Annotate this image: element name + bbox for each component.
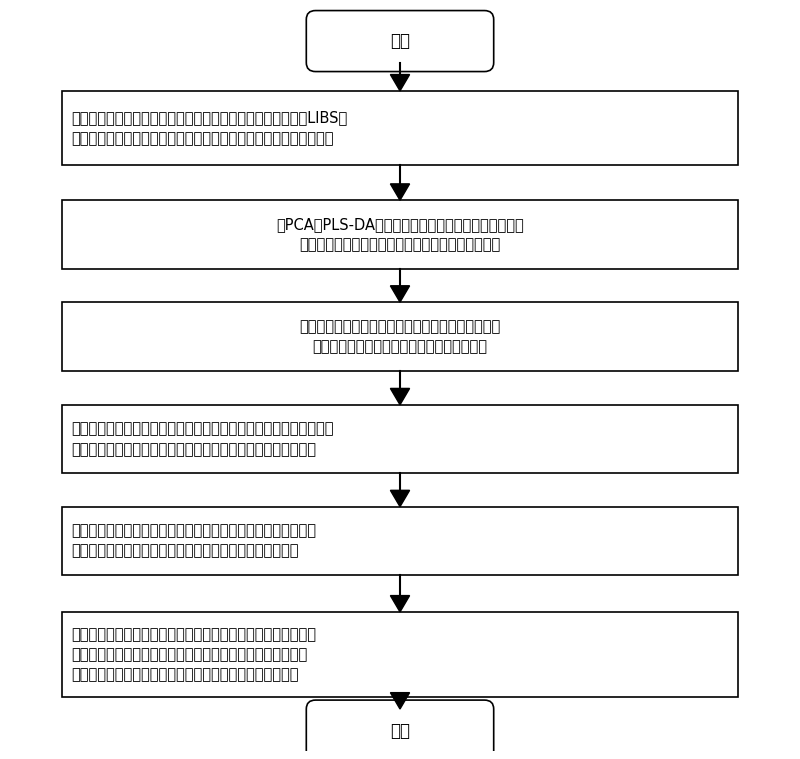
FancyBboxPatch shape [306, 700, 494, 759]
FancyBboxPatch shape [62, 200, 738, 269]
Polygon shape [390, 74, 410, 91]
FancyBboxPatch shape [62, 405, 738, 473]
Text: 根据待测样品在主成分得分图上的位置判断待测样品所属类别，
将待测样品的特征谱线强度数据输入到所属类别的已训练好的
最优的神经网络模型中，即求得待测样品中各元素的: 根据待测样品在主成分得分图上的位置判断待测样品所属类别， 将待测样品的特征谱线强… [71, 627, 316, 682]
Text: 用PCA或PLS-DA从谱线强度矩阵中提取主成分并作出主
成分得分图，根据主成分得分图对定标样品进行分类: 用PCA或PLS-DA从谱线强度矩阵中提取主成分并作出主 成分得分图，根据主成分… [276, 217, 524, 252]
Polygon shape [390, 286, 410, 302]
FancyBboxPatch shape [306, 11, 494, 71]
FancyBboxPatch shape [62, 91, 738, 165]
Text: 对各类定标样品分别建立神经网络模型，神经网络的
输入层为特征谱线强度，输出层为各元素浓度: 对各类定标样品分别建立神经网络模型，神经网络的 输入层为特征谱线强度，输出层为各… [299, 319, 501, 354]
FancyBboxPatch shape [62, 302, 738, 370]
Text: 利用各元素质量浓度已知的一组煤炭样品作为定标样品，利用LIBS系
统得到各样品的光谱谱线，求出谱线强度，形成光谱谱线强度矩阵。: 利用各元素质量浓度已知的一组煤炭样品作为定标样品，利用LIBS系 统得到各样品的… [71, 110, 347, 146]
Text: 用定标样品的特征谱线强度和元素浓度对神经网络模型进行训练，并
优化隐含层的层数和各层的节点数目，得到最优的神经网络模型: 用定标样品的特征谱线强度和元素浓度对神经网络模型进行训练，并 优化隐含层的层数和… [71, 421, 334, 457]
Text: 结束: 结束 [390, 722, 410, 739]
Text: 对于各元素浓度未知的待测样品，通过安装在输送皮带上方的激
光诱导等离子光谱系统得到该待测样品的特征谱线强度矩阵: 对于各元素浓度未知的待测样品，通过安装在输送皮带上方的激 光诱导等离子光谱系统得… [71, 523, 316, 559]
Polygon shape [390, 389, 410, 405]
FancyBboxPatch shape [62, 612, 738, 698]
Polygon shape [390, 184, 410, 200]
Text: 开始: 开始 [390, 32, 410, 50]
FancyBboxPatch shape [62, 507, 738, 575]
Polygon shape [390, 596, 410, 612]
Polygon shape [390, 490, 410, 507]
Polygon shape [390, 693, 410, 709]
